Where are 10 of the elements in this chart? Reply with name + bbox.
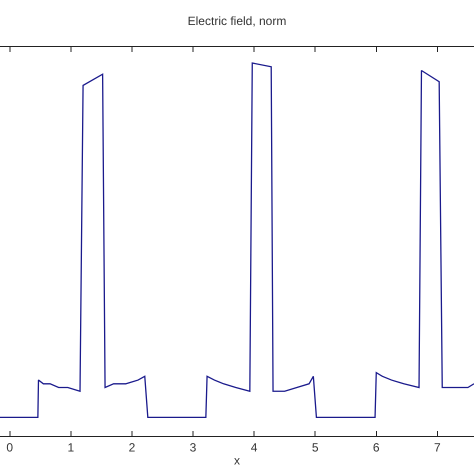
x-tick-label: 0 (6, 440, 14, 454)
x-tick-label: 3 (190, 440, 197, 454)
x-tick-label: 4 (250, 440, 258, 454)
x-tick-label: 1 (68, 440, 75, 454)
x-tick-label: 6 (372, 440, 380, 454)
x-axis-title: x (234, 453, 240, 468)
x-tick-label: 5 (312, 440, 319, 454)
x-tick-label: 7 (434, 440, 442, 454)
x-tick-label: 2 (128, 440, 136, 454)
chart-title: Electric field, norm (188, 14, 286, 28)
